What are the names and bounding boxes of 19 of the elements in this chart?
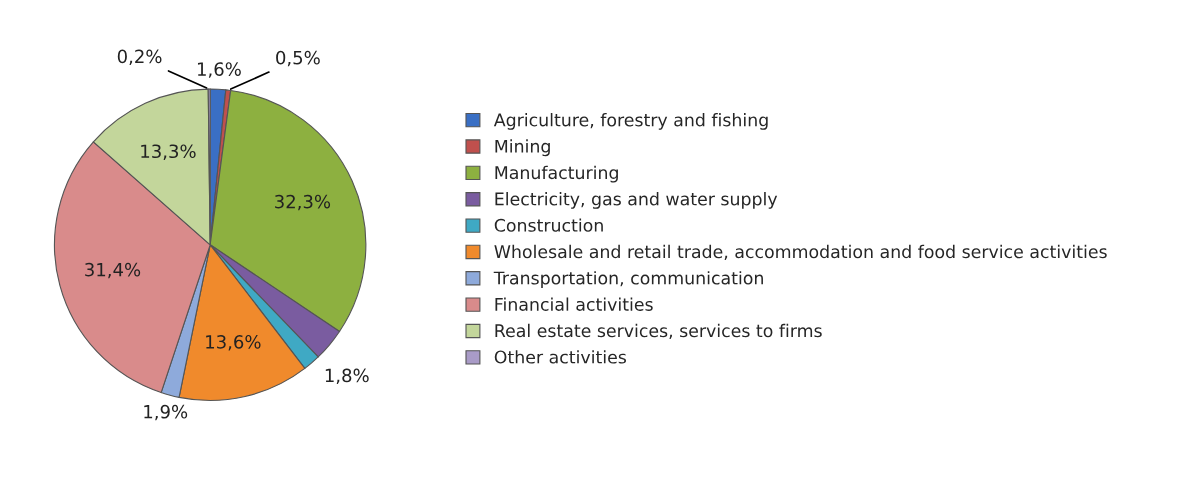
data-label: 1,6% <box>197 62 241 78</box>
legend-label: Real estate services, services to firms <box>495 323 822 340</box>
data-label: 13,6% <box>206 335 261 351</box>
legend-label: Wholesale and retail trade, accommodation and food service activities <box>494 244 1107 260</box>
legend-label: Construction <box>494 218 603 232</box>
data-label: 13,3% <box>141 144 196 160</box>
legend-label: Agriculture, forestry and fishing <box>493 113 768 130</box>
legend-label: Manufacturing <box>495 165 618 183</box>
data-label: 0,5% <box>276 50 320 67</box>
data-label: 31,4% <box>85 262 141 279</box>
legend-label: Financial activities <box>495 297 653 311</box>
data-label: 32,3% <box>275 194 331 211</box>
legend-label: Electricity, gas and water supply <box>495 192 778 209</box>
legend-label: Transportation, communication <box>493 271 763 288</box>
data-label: 1,8% <box>325 368 369 385</box>
legend-label: Mining <box>495 139 550 157</box>
data-label: 0,2% <box>117 49 162 66</box>
data-label: 1,9% <box>144 404 188 421</box>
legend-label: Other activities <box>494 350 627 364</box>
